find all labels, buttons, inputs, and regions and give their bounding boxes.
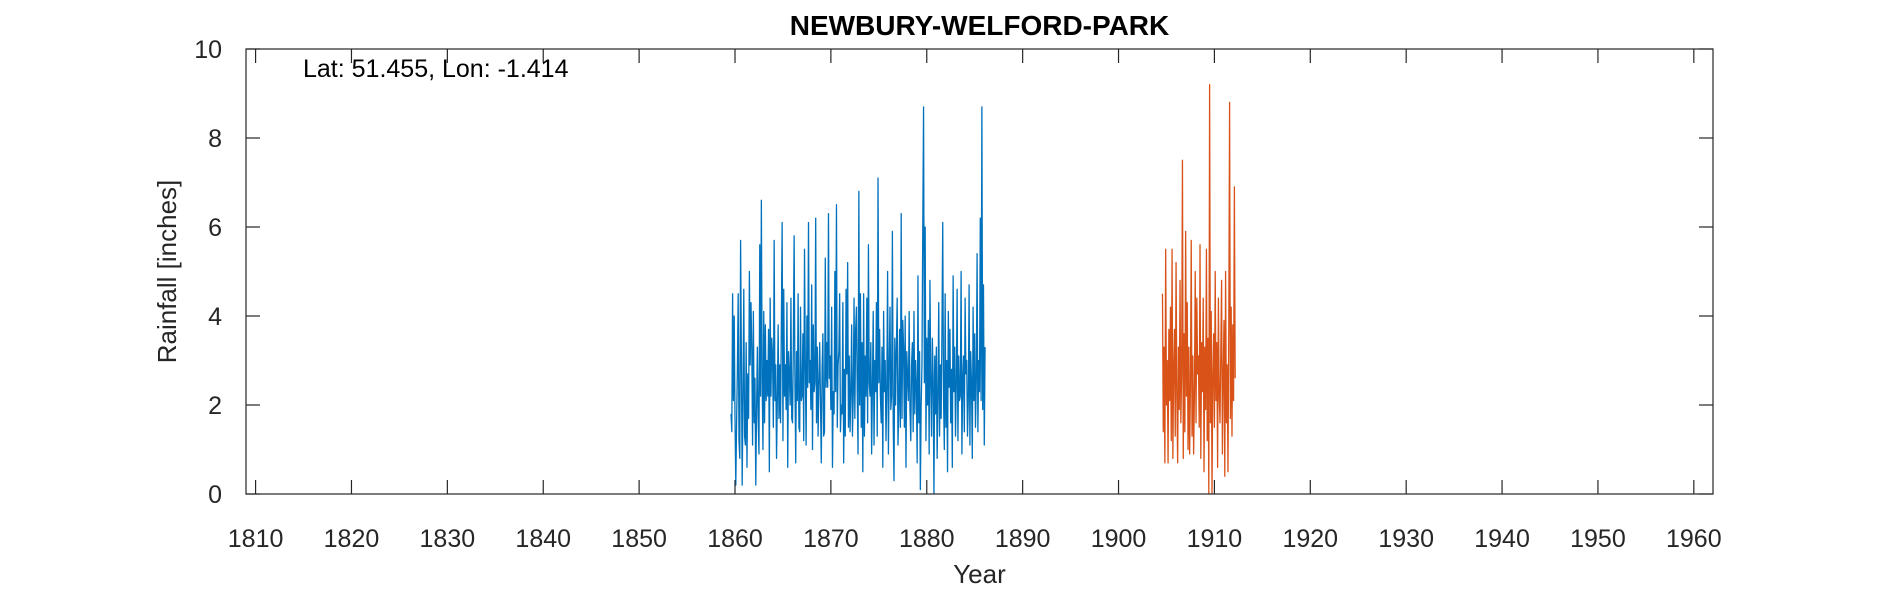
x-tick-label: 1930 <box>1378 525 1434 553</box>
x-tick-label: 1840 <box>515 525 571 553</box>
x-tick-label: 1910 <box>1187 525 1243 553</box>
x-axis-ticks: 1810 1820 1830 1840 1850 1860 1870 1880 1890 1900… <box>228 49 1722 553</box>
x-tick-label: 1860 <box>707 525 763 553</box>
axes-box <box>245 48 1714 495</box>
y-tick-label: 10 <box>194 36 222 64</box>
series-line-1 <box>730 106 986 495</box>
x-tick-label: 1940 <box>1474 525 1530 553</box>
series-layer <box>730 83 1236 495</box>
location-annotation: Lat: 51.455, Lon: -1.414 <box>303 55 569 83</box>
x-tick-label: 1870 <box>803 525 859 553</box>
x-tick-label: 1880 <box>899 525 955 553</box>
y-axis-label: Rainfall [inches] <box>152 180 182 364</box>
y-tick-label: 6 <box>208 214 222 242</box>
x-tick-label: 1950 <box>1570 525 1626 553</box>
y-tick-label: 2 <box>208 392 222 420</box>
x-tick-label: 1920 <box>1282 525 1338 553</box>
x-tick-label: 1960 <box>1666 525 1722 553</box>
y-tick-label: 8 <box>208 125 222 153</box>
series-line-2 <box>1161 83 1236 495</box>
x-tick-label: 1890 <box>995 525 1051 553</box>
x-tick-label: 1810 <box>228 525 284 553</box>
x-tick-label: 1820 <box>324 525 380 553</box>
x-tick-label: 1900 <box>1091 525 1147 553</box>
chart-title: NEWBURY-WELFORD-PARK <box>790 10 1170 41</box>
x-axis-label: Year <box>953 559 1006 589</box>
y-axis-ticks: 0 2 4 6 8 10 <box>194 36 1713 509</box>
x-tick-label: 1850 <box>611 525 667 553</box>
x-tick-label: 1830 <box>420 525 476 553</box>
y-tick-label: 4 <box>208 303 222 331</box>
y-tick-label: 0 <box>208 481 222 509</box>
